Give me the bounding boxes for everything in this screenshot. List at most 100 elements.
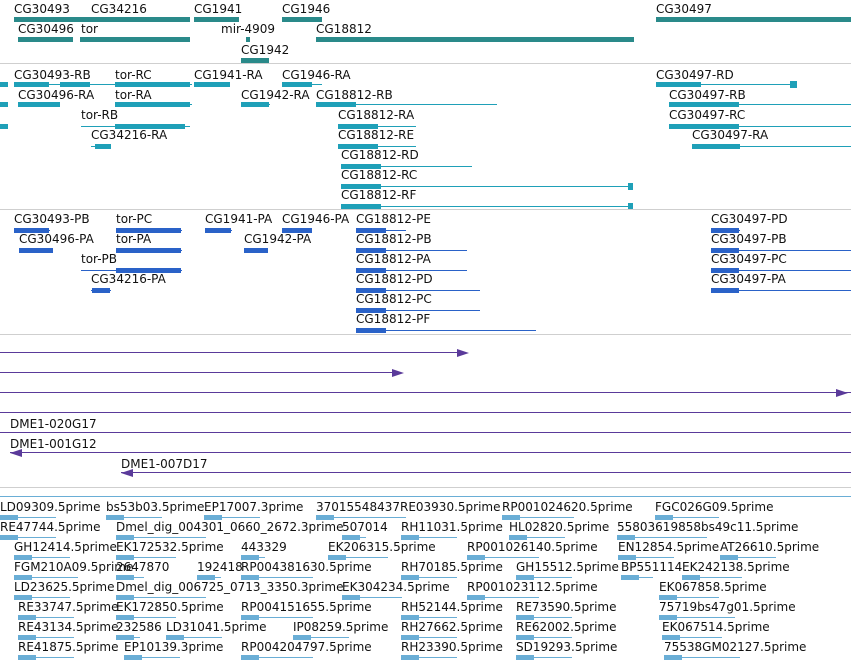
feature-label[interactable]: DME1-020G17 [10,417,97,431]
feature-label[interactable]: CG18812-PB [356,232,432,246]
feature-label[interactable]: CG34216 [91,2,147,16]
feature-label[interactable]: Dmel_dig_006725_0713_3350.3prime [116,580,344,594]
feature-label[interactable]: RP004151655.5prime [241,600,372,614]
feature-label[interactable]: mir-4909 [221,22,276,36]
feature-label[interactable]: CG18812-RA [338,108,415,122]
feature-label[interactable]: RH11031.5prime [401,520,503,534]
feature-label[interactable]: CG1942 [241,43,290,57]
feature-label[interactable]: CG18812 [316,22,372,36]
feature-label[interactable]: CG18812-RF [341,188,417,202]
feature-label[interactable]: RE62002.5prime [516,620,617,634]
feature-label[interactable]: bs53b03.5prime [106,500,205,514]
feature-label[interactable]: tor-RC [115,68,152,82]
feature-label[interactable]: CG30497-PA [711,272,786,286]
feature-label[interactable]: DME1-001G12 [10,437,97,451]
feature-label[interactable]: CG1942-PA [244,232,312,246]
feature-label[interactable]: FGC026G09.5prime [655,500,774,514]
feature-label[interactable]: 75538GM02127.5prime [664,640,807,654]
feature-label[interactable]: CG18812-PC [356,292,432,306]
feature-label[interactable]: CG30497-PD [711,212,788,226]
feature-label[interactable]: LD31041.5prime [166,620,267,634]
feature-label[interactable]: CG30497-RA [692,128,769,142]
feature-label[interactable]: CG30497-RD [656,68,734,82]
feature-label[interactable]: tor-PB [81,252,118,266]
feature-label[interactable]: EP17007.3prime [204,500,304,514]
feature-label[interactable]: CG18812-PF [356,312,431,326]
feature-label[interactable]: LD09309.5prime [0,500,101,514]
feature-label[interactable]: CG30496-PA [19,232,94,246]
feature-label[interactable]: SD19293.5prime [516,640,618,654]
feature-label[interactable]: CG30493-RB [14,68,91,82]
feature-label[interactable]: CG1941 [194,2,243,16]
feature-label[interactable]: RP001023112.5prime [467,580,598,594]
feature-label[interactable]: CG1946 [282,2,331,16]
feature-label[interactable]: EK206315.5prime [328,540,436,554]
feature-label[interactable]: Dmel_dig_004301_0660_2672.3prime [116,520,344,534]
feature-label[interactable]: 75719bs47g01.5prime [659,600,796,614]
feature-label[interactable]: tor-PA [116,232,152,246]
feature-label[interactable]: EN12854.5prime [618,540,720,554]
feature-label[interactable]: HL02820.5prime [509,520,610,534]
feature-label[interactable]: EK067858.5prime [659,580,767,594]
feature-label[interactable]: GH15512.5prime [516,560,619,574]
feature-label[interactable]: AT26610.5prime [720,540,820,554]
feature-label[interactable]: CG18812-RC [341,168,418,182]
feature-label[interactable]: RE33747.5prime [18,600,119,614]
feature-label[interactable]: 443329 [241,540,287,554]
feature-label[interactable]: IP08259.5prime [293,620,389,634]
feature-label[interactable]: RH23390.5prime [401,640,503,654]
feature-label[interactable]: RP001026140.5prime [467,540,598,554]
feature-label[interactable]: 507014 [342,520,388,534]
feature-label[interactable]: RH52144.5prime [401,600,503,614]
feature-label[interactable]: 55803619858bs49c11.5prime [617,520,799,534]
feature-label[interactable]: FGM210A09.5prime [14,560,134,574]
feature-label[interactable]: CG18812-PE [356,212,431,226]
feature-label[interactable]: CG30496-RA [18,88,95,102]
feature-label[interactable]: RH27662.5prime [401,620,503,634]
feature-label[interactable]: CG18812-RD [341,148,419,162]
feature-label[interactable]: CG18812-RE [338,128,415,142]
feature-label[interactable]: CG18812-PA [356,252,431,266]
feature-label[interactable]: EK172532.5prime [116,540,224,554]
feature-label[interactable]: tor [81,22,98,36]
feature-label[interactable]: CG34216-RA [91,128,168,142]
feature-label[interactable]: CG1946-RA [282,68,351,82]
feature-label[interactable]: 37015548437RE03930.5prime [316,500,501,514]
feature-label[interactable]: tor-PC [116,212,153,226]
feature-label[interactable]: EK242138.5prime [682,560,790,574]
feature-label[interactable]: CG30493-PB [14,212,90,226]
feature-label[interactable]: RP001024620.5prime [502,500,633,514]
feature-label[interactable]: EK304234.5prime [342,580,450,594]
feature-label[interactable]: CG30497-PC [711,252,787,266]
feature-label[interactable]: RE41875.5prime [18,640,119,654]
feature-label[interactable]: CG1946-PA [282,212,350,226]
feature-label[interactable]: EK067514.5prime [662,620,770,634]
feature-label[interactable]: tor-RA [115,88,152,102]
feature-label[interactable]: LD23625.5prime [14,580,115,594]
feature-label[interactable]: CG30496 [18,22,74,36]
feature-label[interactable]: tor-RB [81,108,119,122]
feature-label[interactable]: RE47744.5prime [0,520,101,534]
feature-label[interactable]: RE73590.5prime [516,600,617,614]
feature-label[interactable]: BP551114 [621,560,683,574]
feature-label[interactable]: CG30497-PB [711,232,787,246]
feature-label[interactable]: CG34216-PA [91,272,166,286]
feature-label[interactable]: RE43134.5prime [18,620,119,634]
feature-label[interactable]: CG18812-RB [316,88,393,102]
feature-label[interactable]: RH70185.5prime [401,560,503,574]
feature-label[interactable]: EK172850.5prime [116,600,224,614]
feature-label[interactable]: 2647870 [116,560,170,574]
feature-label[interactable]: RP004381630.5prime [241,560,372,574]
feature-label[interactable]: CG30497 [656,2,712,16]
feature-label[interactable]: CG30493 [14,2,70,16]
feature-label[interactable]: CG30497-RC [669,108,746,122]
feature-label[interactable]: CG18812-PD [356,272,433,286]
feature-label[interactable]: 192418 [197,560,243,574]
feature-label[interactable]: 232586 [116,620,162,634]
feature-label[interactable]: RP004204797.5prime [241,640,372,654]
feature-label[interactable]: DME1-007D17 [121,457,208,471]
feature-label[interactable]: GH12414.5prime [14,540,117,554]
feature-label[interactable]: EP10139.3prime [124,640,224,654]
feature-label[interactable]: CG1941-RA [194,68,263,82]
feature-label[interactable]: CG30497-RB [669,88,746,102]
